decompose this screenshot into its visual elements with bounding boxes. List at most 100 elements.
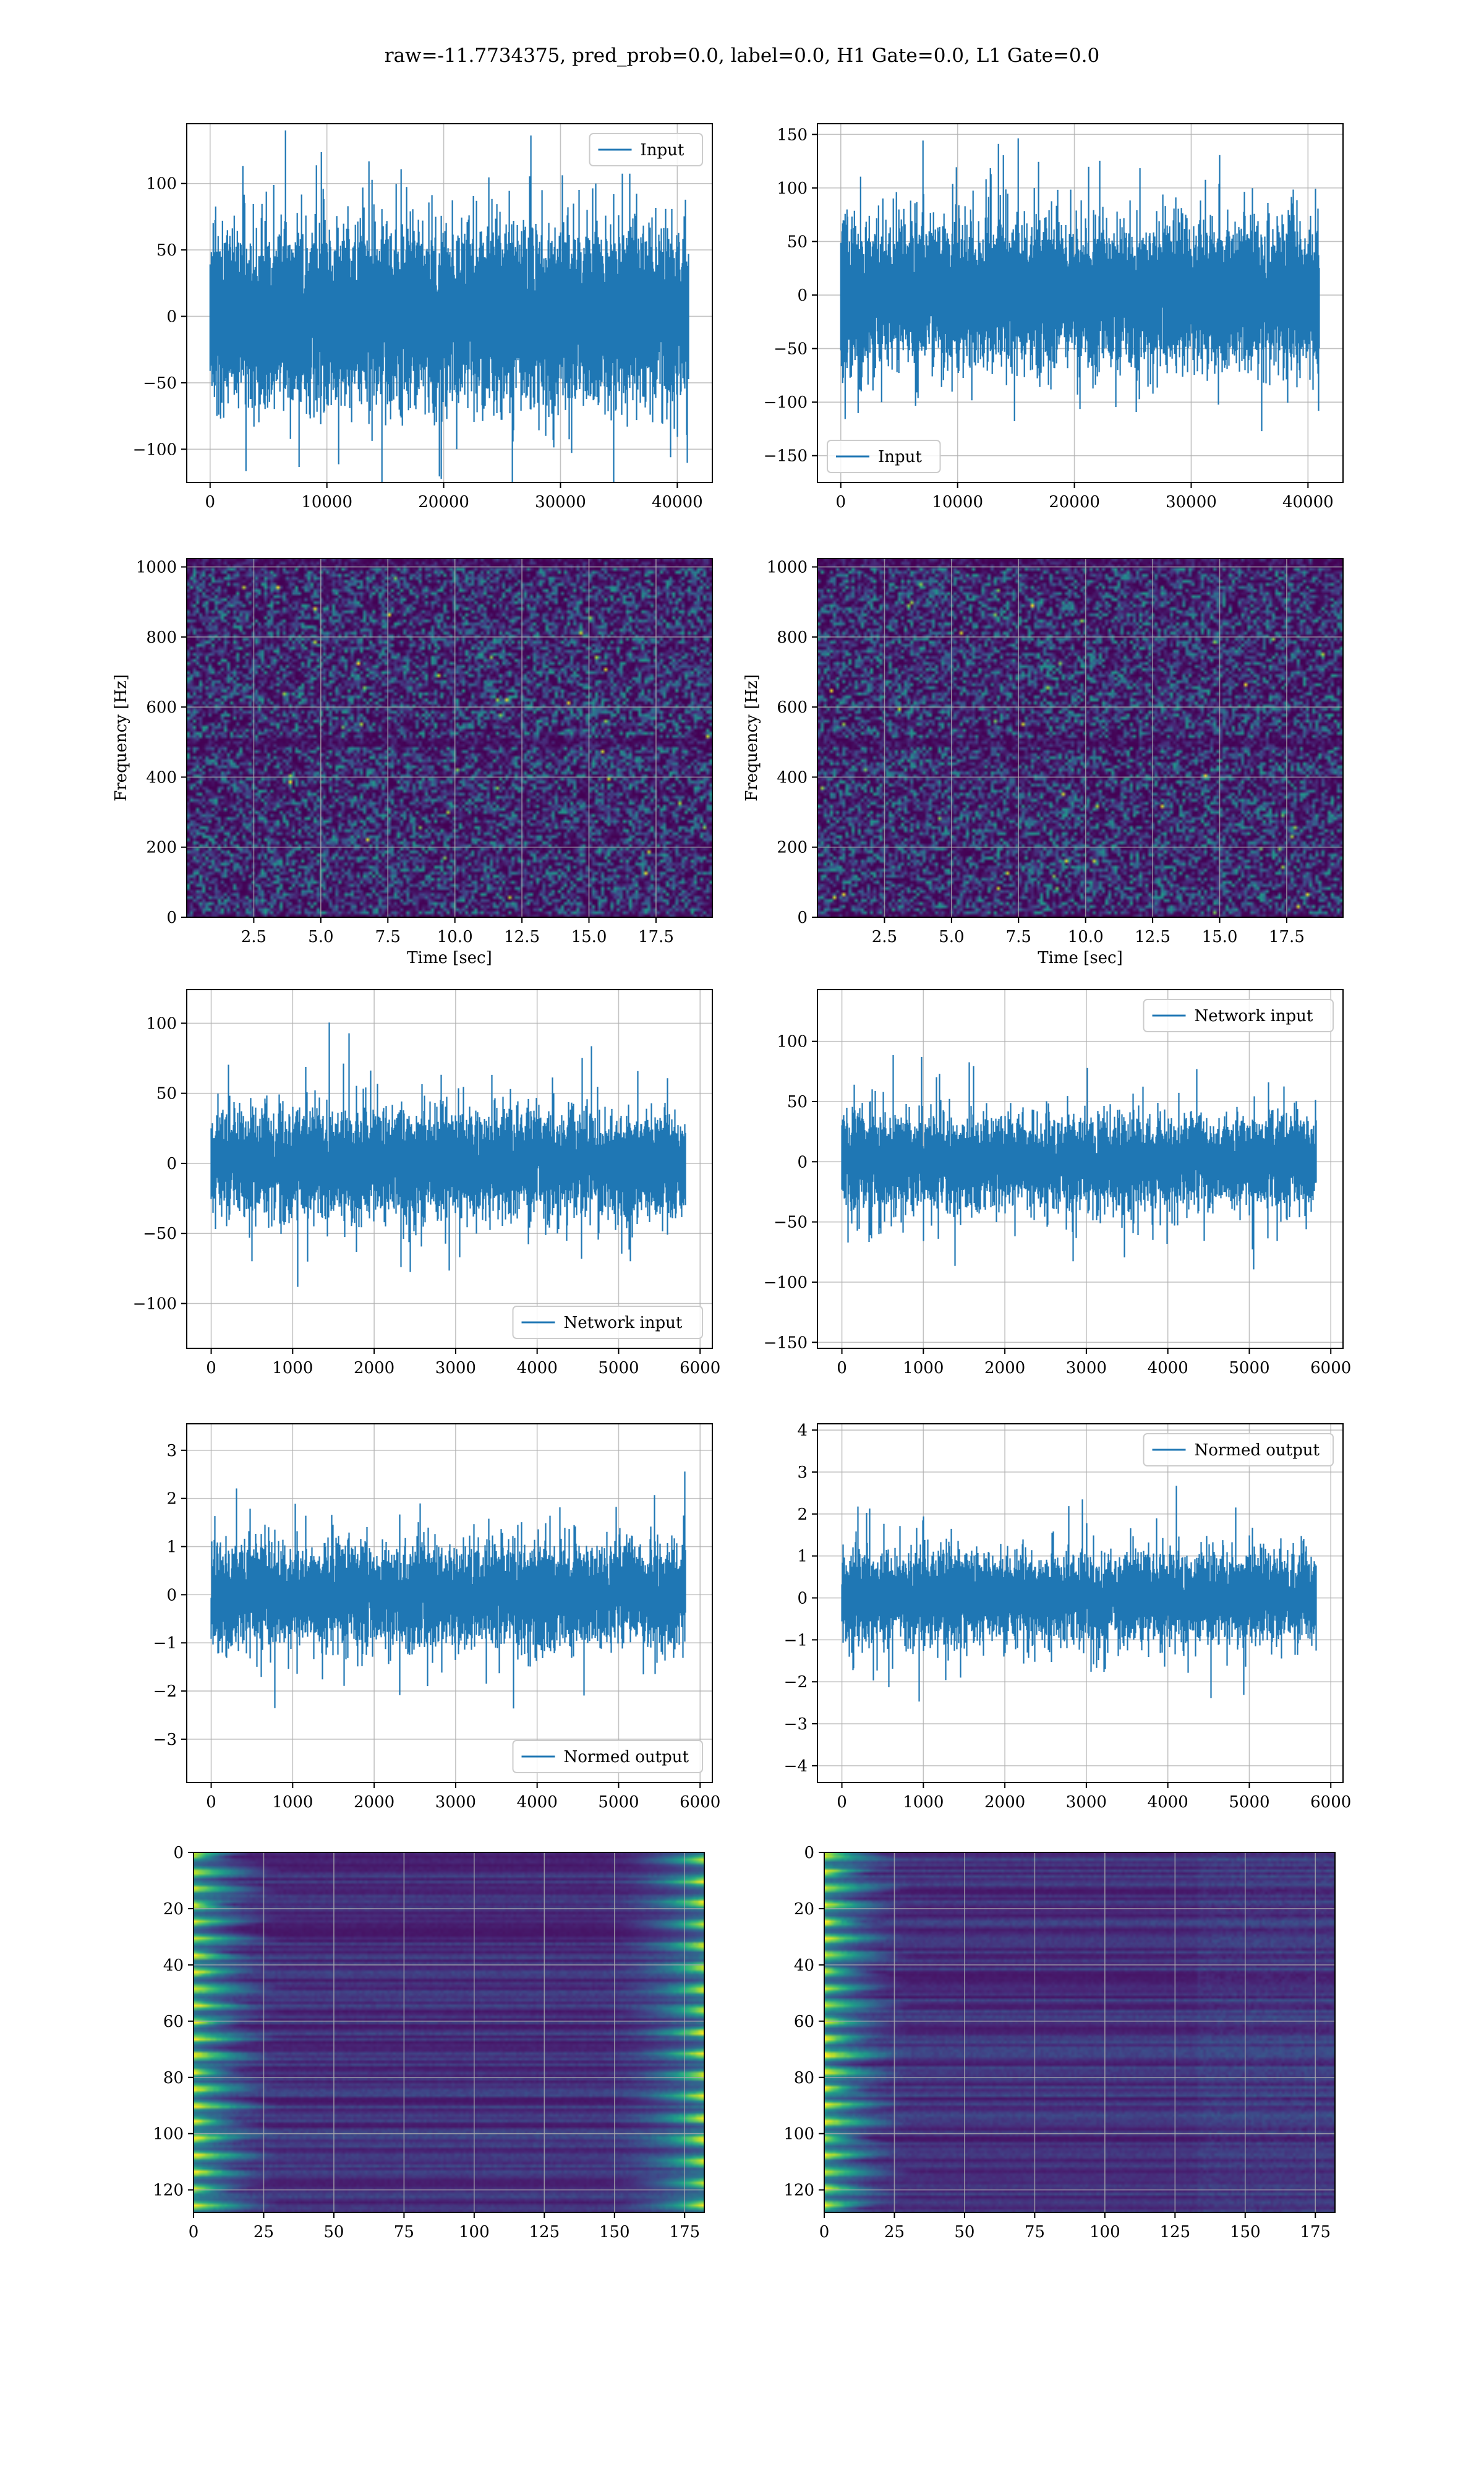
y-tick-label: 80 bbox=[163, 2069, 184, 2087]
axes-frame bbox=[817, 1423, 1344, 1783]
legend: Input bbox=[827, 440, 941, 473]
y-tick-label: −2 bbox=[784, 1673, 808, 1692]
y-tick-label: −50 bbox=[774, 1213, 808, 1232]
legend-box bbox=[1143, 999, 1334, 1032]
series-line bbox=[210, 1022, 686, 1287]
x-tick-label: 7.5 bbox=[1006, 928, 1031, 946]
series-line bbox=[840, 138, 1320, 432]
legend-label: Normed output bbox=[564, 1748, 689, 1766]
legend: Network input bbox=[1143, 999, 1334, 1032]
x-tick-label: 125 bbox=[529, 2223, 560, 2241]
panel-spec-l: 2.5 5.0 7.5 10.0 12.5 15.0 17.5 0 200 400 600 800 10… bbox=[743, 558, 1344, 967]
x-tick-label: 20000 bbox=[418, 493, 469, 511]
legend-box bbox=[512, 1740, 703, 1773]
x-tick-label: 4000 bbox=[1148, 1793, 1188, 1812]
y-tick-label: 40 bbox=[794, 1956, 814, 1975]
x-tick-label: 17.5 bbox=[638, 928, 674, 946]
y-tick-label: 100 bbox=[153, 2125, 184, 2144]
x-tick-label: 5.0 bbox=[308, 928, 333, 946]
x-tick-label: 40000 bbox=[1282, 493, 1334, 511]
x-tick-label: 0 bbox=[205, 493, 216, 511]
y-tick-label: 1 bbox=[166, 1538, 177, 1557]
y-tick-label: 80 bbox=[794, 2069, 814, 2087]
x-tick-label: 100 bbox=[1090, 2223, 1120, 2241]
y-tick-label: −100 bbox=[764, 1273, 808, 1292]
y-tick-label: 100 bbox=[146, 175, 177, 194]
x-tick-label: 5000 bbox=[1229, 1359, 1269, 1377]
y-tick-label: −2 bbox=[153, 1682, 177, 1701]
y-tick-label: 3 bbox=[797, 1463, 808, 1482]
x-tick-label: 1000 bbox=[272, 1793, 313, 1812]
y-tick-label: 1000 bbox=[767, 559, 808, 577]
legend: Normed output bbox=[1143, 1433, 1334, 1466]
panel-input-l: 0 10000 20000 30000 40000 −150 −100 −50 0 50 100 15… bbox=[764, 123, 1344, 511]
y-tick-label: −100 bbox=[764, 393, 808, 412]
x-tick-label: 5000 bbox=[598, 1359, 639, 1377]
y-tick-label: 0 bbox=[797, 1590, 808, 1608]
y-tick-label: −150 bbox=[764, 447, 808, 466]
y-tick-label: 1000 bbox=[136, 559, 177, 577]
legend-box bbox=[589, 133, 703, 166]
x-tick-label: 1000 bbox=[903, 1359, 944, 1377]
y-tick-label: 50 bbox=[156, 241, 177, 260]
legend-label: Normed output bbox=[1195, 1441, 1320, 1460]
x-tick-label: 0 bbox=[837, 1793, 847, 1812]
y-tick-label: 50 bbox=[787, 233, 808, 251]
y-tick-label: 0 bbox=[797, 1153, 808, 1171]
x-tick-label: 100 bbox=[459, 2223, 490, 2241]
x-tick-label: 2000 bbox=[354, 1793, 394, 1812]
feature-map-image bbox=[824, 1852, 1335, 2212]
y-tick-label: 20 bbox=[163, 1900, 184, 1919]
y-tick-label: 1 bbox=[797, 1547, 808, 1566]
y-tick-label: 0 bbox=[173, 1844, 184, 1862]
x-tick-label: 0 bbox=[206, 1793, 216, 1812]
x-tick-label: 5000 bbox=[1229, 1793, 1269, 1812]
x-tick-label: 5000 bbox=[598, 1793, 639, 1812]
y-tick-label: 0 bbox=[166, 1155, 177, 1173]
x-tick-label: 50 bbox=[323, 2223, 344, 2241]
panel-spec-h: 2.5 5.0 7.5 10.0 12.5 15.0 17.5 0 200 400 600 800 10… bbox=[112, 558, 713, 967]
x-tick-label: 150 bbox=[599, 2223, 630, 2241]
legend: Input bbox=[589, 133, 703, 166]
y-tick-label: 0 bbox=[797, 909, 808, 927]
y-tick-label: −100 bbox=[133, 1295, 177, 1314]
y-tick-label: −1 bbox=[784, 1631, 808, 1650]
axes-frame bbox=[817, 123, 1344, 483]
y-tick-label: 120 bbox=[153, 2181, 184, 2200]
y-tick-label: −50 bbox=[143, 374, 177, 393]
x-tick-label: 4000 bbox=[1148, 1359, 1188, 1377]
x-tick-label: 3000 bbox=[1066, 1793, 1107, 1812]
y-tick-label: 0 bbox=[166, 307, 177, 326]
x-tick-label: 40000 bbox=[652, 493, 703, 511]
y-tick-label: −4 bbox=[784, 1757, 808, 1776]
x-tick-label: 3000 bbox=[1066, 1359, 1107, 1377]
x-tick-label: 6000 bbox=[1310, 1359, 1351, 1377]
legend: Network input bbox=[512, 1306, 703, 1339]
y-tick-label: 150 bbox=[777, 126, 808, 144]
x-tick-label: 0 bbox=[189, 2223, 199, 2241]
y-tick-label: 0 bbox=[797, 286, 808, 305]
feature-map-image bbox=[194, 1852, 704, 2212]
series-line bbox=[841, 1486, 1317, 1701]
y-tick-label: −150 bbox=[764, 1333, 808, 1352]
x-tick-label: 1000 bbox=[272, 1359, 313, 1377]
y-tick-label: 50 bbox=[156, 1085, 177, 1103]
x-tick-label: 150 bbox=[1230, 2223, 1261, 2241]
x-tick-label: 2000 bbox=[354, 1359, 394, 1377]
panel-network-l: 0 1000 2000 3000 4000 5000 6000 −150 −100 −50 0 50 1… bbox=[764, 989, 1351, 1377]
y-tick-label: 100 bbox=[146, 1014, 177, 1033]
x-tick-label: 75 bbox=[1025, 2223, 1045, 2241]
x-tick-label: 6000 bbox=[1310, 1793, 1351, 1812]
y-tick-label: 0 bbox=[804, 1844, 814, 1862]
axes-frame bbox=[824, 1852, 1336, 2213]
y-tick-label: 800 bbox=[146, 628, 177, 647]
y-tick-label: 200 bbox=[777, 839, 808, 857]
y-tick-label: 3 bbox=[166, 1442, 177, 1460]
y-tick-label: 50 bbox=[787, 1093, 808, 1111]
y-tick-label: 2 bbox=[797, 1505, 808, 1524]
legend-label: Input bbox=[641, 141, 684, 160]
x-tick-label: 17.5 bbox=[1269, 928, 1305, 946]
y-tick-label: 120 bbox=[783, 2181, 814, 2200]
x-tick-label: 3000 bbox=[435, 1793, 476, 1812]
x-axis-label: Time [sec] bbox=[1038, 949, 1123, 967]
